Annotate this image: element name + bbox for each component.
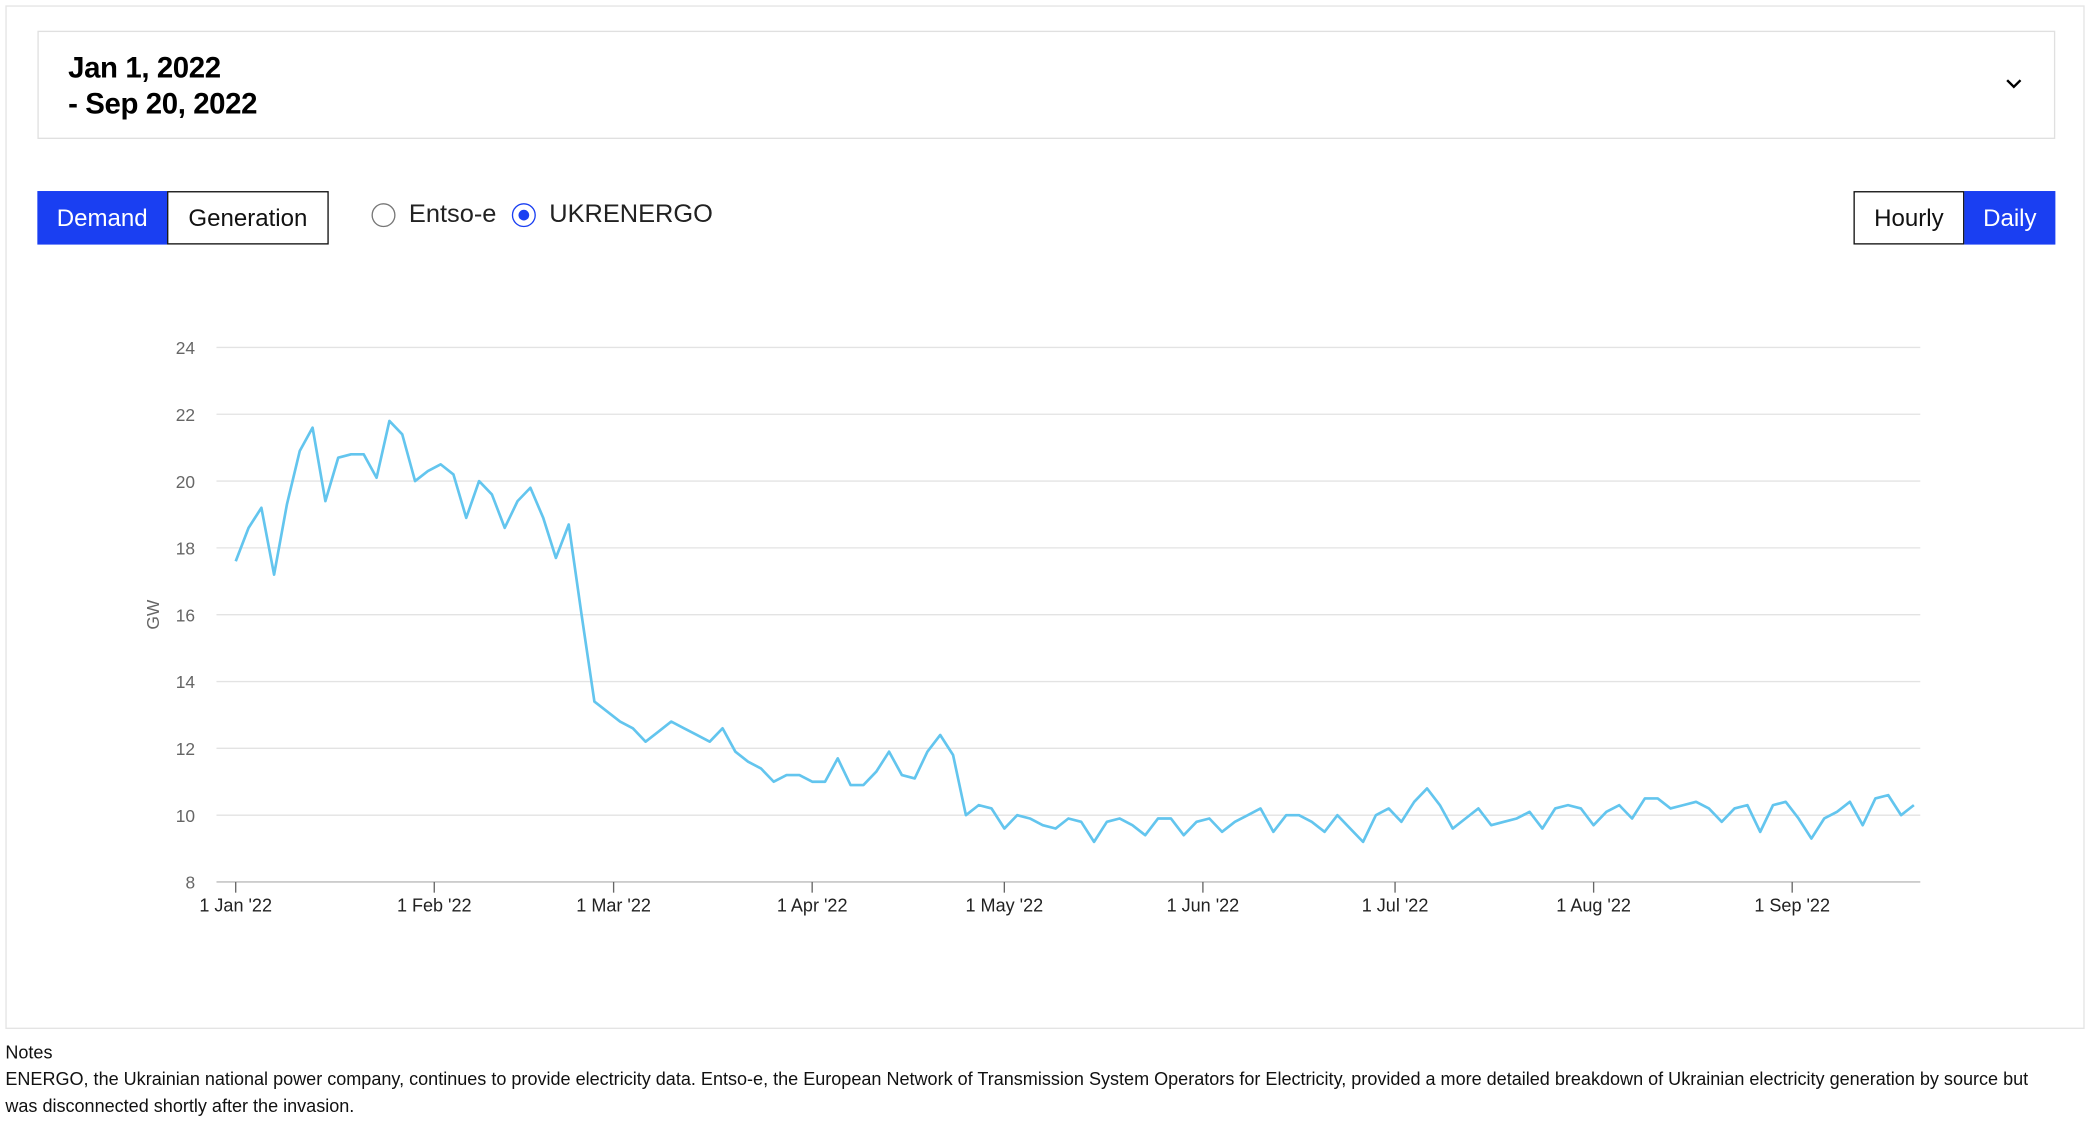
x-tick-label: 1 Jan '22: [199, 895, 272, 915]
btn-daily[interactable]: Daily: [1964, 191, 2056, 245]
y-tick-label: 18: [176, 539, 195, 559]
chart: GW 8 10 12 14 16 18 20 22 24 1 Jan '22 1 Feb '22 1 …: [143, 338, 1921, 915]
x-tick-label: 1 Mar '22: [576, 895, 651, 915]
data-line: [234, 419, 1915, 844]
x-tick-label: 1 Apr '22: [777, 895, 848, 915]
btn-hourly[interactable]: Hourly: [1853, 191, 1965, 245]
y-tick-label: 20: [176, 472, 195, 492]
x-tick-label: 1 Jul '22: [1362, 895, 1429, 915]
date-range-dropdown[interactable]: Jan 1, 2022 - Sep 20, 2022: [37, 30, 2056, 139]
date-end: - Sep 20, 2022: [68, 86, 258, 121]
chart-card: [5, 5, 2085, 1029]
radio-ukrenergo[interactable]: [511, 203, 536, 228]
radio-label[interactable]: Entso-e: [408, 200, 497, 229]
y-tick-label: 8: [185, 873, 195, 893]
x-tick-label: 1 Sep '22: [1754, 895, 1830, 915]
y-tick-label: 12: [176, 739, 195, 759]
notes-text: ENERGO, the Ukrainian national power com…: [5, 1069, 2029, 1116]
x-tick-label: 1 May '22: [966, 895, 1044, 915]
tab-demand[interactable]: Demand: [37, 191, 168, 245]
y-tick-label: 24: [176, 338, 196, 358]
y-tick-label: 14: [176, 672, 196, 692]
tab-generation[interactable]: Generation: [167, 191, 329, 245]
radio-entso[interactable]: [371, 203, 396, 228]
radio-label[interactable]: UKRENERGO: [549, 200, 713, 229]
y-axis-label: GW: [143, 599, 163, 630]
chevron: [2006, 79, 2022, 89]
y-tick-label: 10: [176, 806, 195, 826]
x-tick-label: 1 Aug '22: [1556, 895, 1631, 915]
x-tick-label: 1 Feb '22: [397, 895, 472, 915]
x-tick-label: 1 Jun '22: [1167, 895, 1240, 915]
notes-title: Notes: [5, 1042, 53, 1063]
y-tick-label: 22: [176, 405, 195, 425]
y-tick-label: 16: [176, 605, 195, 625]
date-start: Jan 1, 2022: [68, 50, 221, 85]
